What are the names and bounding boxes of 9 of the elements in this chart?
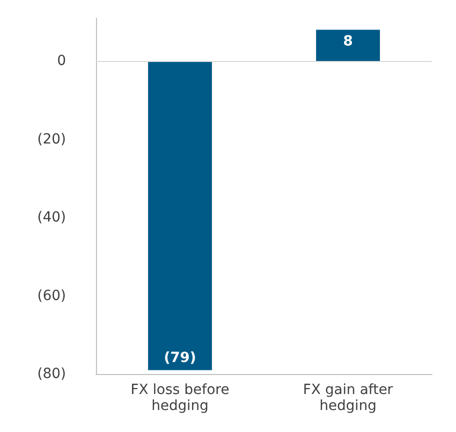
y-tick-label: (80)	[37, 366, 66, 382]
x-tick-label: FX loss before hedging	[130, 382, 230, 414]
data-label: 8	[343, 34, 353, 50]
y-tick-label: (40)	[37, 210, 66, 226]
y-tick-label: 0	[57, 53, 66, 70]
y-tick-label: (20)	[37, 131, 66, 148]
y-tick-label: (60)	[37, 288, 66, 304]
x-tick-label: FX gain after hedging	[303, 382, 394, 414]
data-label: (79)	[164, 350, 196, 366]
